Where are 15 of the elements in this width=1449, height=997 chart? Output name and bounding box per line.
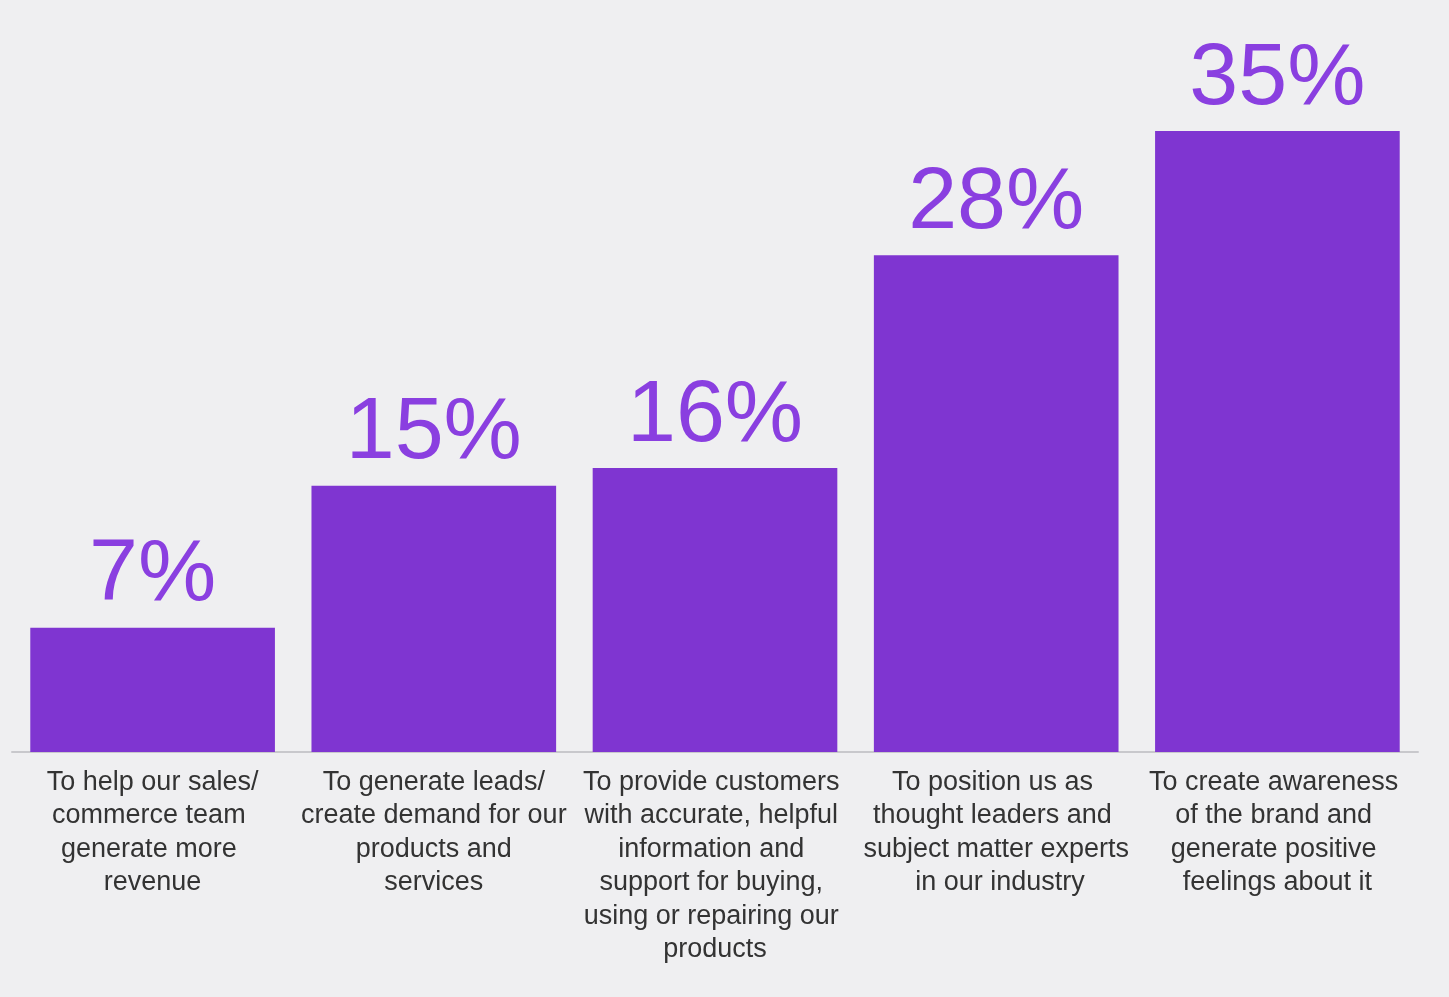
x-tick-label: To help our sales/commerce team generate more revenue <box>46 765 259 897</box>
x-tick-label: To generate leads/create demand for our products and services <box>300 765 567 897</box>
x-tick-label: To provide customers with accurate, helpful information and support for buying, using or repairing our products <box>582 765 848 964</box>
data-label: 35% <box>1189 23 1366 123</box>
data-label: 16% <box>626 360 804 460</box>
data-label: 7% <box>89 520 217 620</box>
data-label: 15% <box>345 378 522 478</box>
bar <box>311 485 557 752</box>
bar <box>592 468 838 752</box>
x-tick-label: To create awareness of the brand and generate positive feelings about it <box>1149 765 1406 897</box>
x-tick-label: To position us as thought leaders and subject matter experts in our industry <box>863 765 1130 897</box>
bar <box>873 255 1119 752</box>
data-label: 28% <box>908 147 1085 247</box>
bar <box>1155 131 1400 752</box>
bar <box>30 627 275 752</box>
